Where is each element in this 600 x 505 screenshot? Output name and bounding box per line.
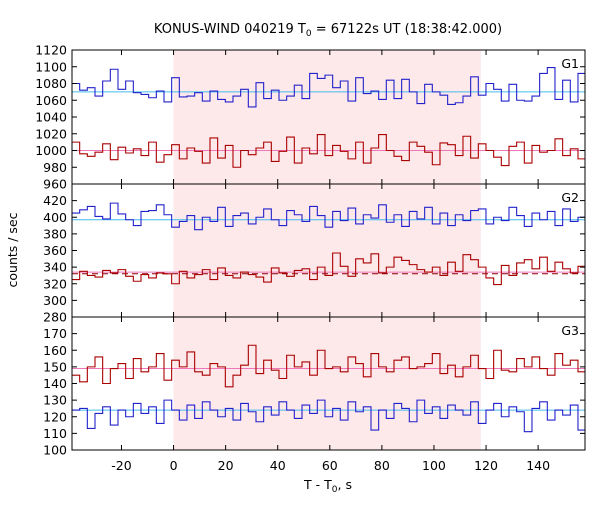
panel-g1-ytick-label: 980: [43, 160, 67, 175]
panel-label-g2: G2: [561, 190, 579, 205]
panel-g2-series-red: [72, 252, 585, 286]
panel-g2-ytick-label: 360: [43, 243, 67, 258]
panel-frames: [71, 49, 586, 451]
panel-g3-ytick-label: 110: [43, 426, 67, 441]
panel-g1-ytick-label: 1080: [35, 76, 67, 91]
x-tick-label: 0: [170, 458, 178, 473]
panel-g3-ytick-label: 160: [43, 343, 67, 358]
panel-g3-series: [72, 344, 585, 433]
title-rest: = 67122s UT (18:38:42.000): [312, 22, 502, 37]
panel-g2-ytick-label: 320: [43, 276, 67, 291]
panel-g1-ytick-label: 1000: [35, 143, 67, 158]
panel-g1-ytick-label: 1040: [35, 110, 67, 125]
panel-g2-series: [72, 202, 585, 286]
y-axis-title: counts / sec: [5, 212, 20, 287]
panel-g1-ytick-label: 960: [43, 177, 67, 192]
x-tick-label: 40: [270, 458, 286, 473]
panel-g3-series-blue: [72, 399, 585, 433]
panel-g1-series-red: [72, 134, 585, 168]
xlabel-subscript: 0: [332, 485, 338, 495]
panel-g2-ytick-label: 420: [43, 193, 67, 208]
panel-g2-ytick-label: 380: [43, 226, 67, 241]
chart-title: KONUS-WIND 040219 T0 = 67122s UT (18:38:…: [154, 22, 502, 39]
title-main: KONUS-WIND 040219 T: [154, 22, 306, 37]
panel-g1-ytick-label: 1020: [35, 126, 67, 141]
x-tick-label: 20: [218, 458, 234, 473]
x-tick-label: 100: [422, 458, 446, 473]
xlabel-main: T - T: [303, 477, 332, 492]
panel-g3-ytick-label: 130: [43, 393, 67, 408]
panel-g2-ytick-label: 300: [43, 293, 67, 308]
x-tick-label: 120: [474, 458, 498, 473]
highlight-interval-layer: [173, 50, 481, 450]
panel-g3-series-red: [72, 344, 585, 388]
xlabel-rest: , s: [338, 477, 352, 492]
panel-g1-ytick-label: 1120: [35, 43, 67, 58]
panel-g1-ytick-label: 1060: [35, 93, 67, 108]
panel-g2-ytick-label: 400: [43, 210, 67, 225]
panel-frame-g3: [71, 316, 586, 451]
panel-g3-ytick-label: 120: [43, 409, 67, 424]
panel-g1-series-blue: [72, 67, 585, 108]
x-tick-label: -20: [111, 458, 131, 473]
highlight-interval: [173, 50, 481, 450]
x-tick-label: 60: [322, 458, 338, 473]
panel-g3-ytick-label: 100: [43, 443, 67, 458]
panel-g3-ytick-label: 170: [43, 326, 67, 341]
panel-g1-ytick-label: 1100: [35, 59, 67, 74]
x-tick-label: 80: [374, 458, 390, 473]
panel-g3-ytick-label: 140: [43, 376, 67, 391]
panel-g2-ytick-label: 340: [43, 260, 67, 275]
panel-g2-series-blue: [72, 202, 585, 231]
panel-label-g3: G3: [561, 323, 579, 338]
x-tick-labels: -20 0 20 40 60 80 100 120 140: [111, 458, 550, 473]
panel-g2-ytick-label: 280: [43, 310, 67, 325]
title-subscript: 0: [306, 29, 312, 39]
panel-label-g1: G1: [561, 56, 579, 71]
x-axis-title: T - T0, s: [303, 477, 352, 495]
panel-g3-ytick-label: 150: [43, 359, 67, 374]
panel-g1-series: [72, 67, 585, 168]
x-tick-label: 140: [526, 458, 550, 473]
